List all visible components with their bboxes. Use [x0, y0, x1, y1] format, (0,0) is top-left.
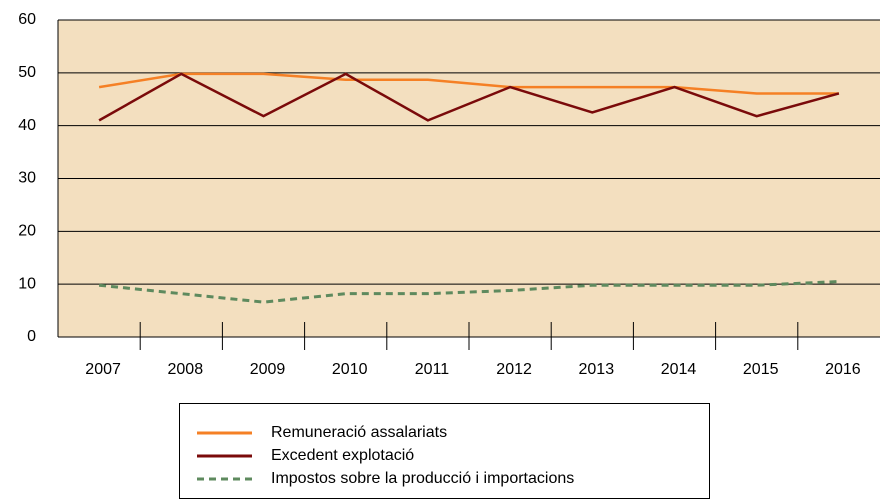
- x-tick-label: 2012: [496, 361, 532, 378]
- legend-box: [179, 403, 710, 499]
- y-tick-label: 30: [18, 170, 36, 187]
- y-tick-label: 0: [27, 328, 36, 345]
- x-tick-label: 2011: [415, 361, 450, 378]
- x-tick-label: 2008: [168, 361, 204, 378]
- y-tick-label: 60: [18, 11, 36, 28]
- x-tick-label: 2010: [332, 361, 368, 378]
- x-tick-label: 2015: [743, 361, 779, 378]
- series-line: [98, 280, 839, 304]
- x-tick-label: 2007: [85, 361, 121, 378]
- y-tick-label: 20: [18, 223, 36, 240]
- legend-label: Excedent explotació: [271, 447, 414, 464]
- x-tick-label: 2009: [250, 361, 286, 378]
- x-tick-label: 2014: [661, 361, 697, 378]
- y-tick-label: 40: [18, 117, 36, 134]
- series-line: [98, 72, 839, 95]
- y-tick-label: 10: [18, 275, 36, 292]
- legend-label: Remuneració assalariats: [271, 424, 447, 441]
- y-tick-label: 50: [18, 64, 36, 81]
- series-line: [98, 72, 840, 122]
- x-tick-label: 2016: [825, 361, 861, 378]
- x-tick-label: 2013: [579, 361, 615, 378]
- legend-label: Impostos sobre la producció i importacio…: [271, 470, 574, 487]
